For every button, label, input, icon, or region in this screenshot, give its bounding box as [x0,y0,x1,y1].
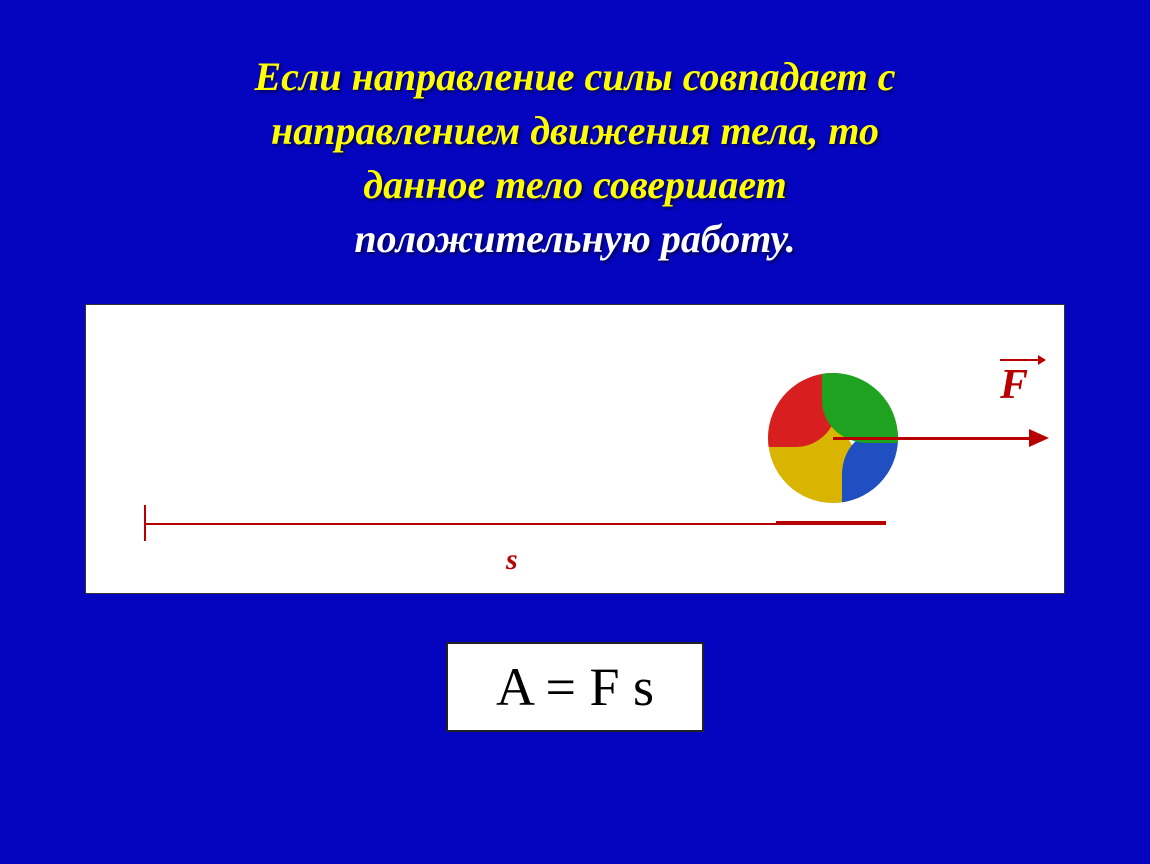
force-arrow [833,437,1035,440]
title-block: Если направление силы совпадает с направ… [224,50,925,266]
title-line-1: Если направление силы совпадает с [254,50,895,104]
title-line-2: направлением движения тела, то [254,104,895,158]
title-line-3: данное тело совершает [254,158,895,212]
distance-line [144,523,886,525]
distance-end-underline [776,521,886,525]
force-label: F [1000,361,1028,409]
title-line-4: положительную работу. [254,212,895,266]
slide-container: Если направление силы совпадает с направ… [0,0,1150,864]
formula-box: A = F s [446,642,704,732]
diagram-box: F s [85,304,1065,594]
distance-label: s [506,543,518,577]
formula-text: A = F s [496,656,654,718]
